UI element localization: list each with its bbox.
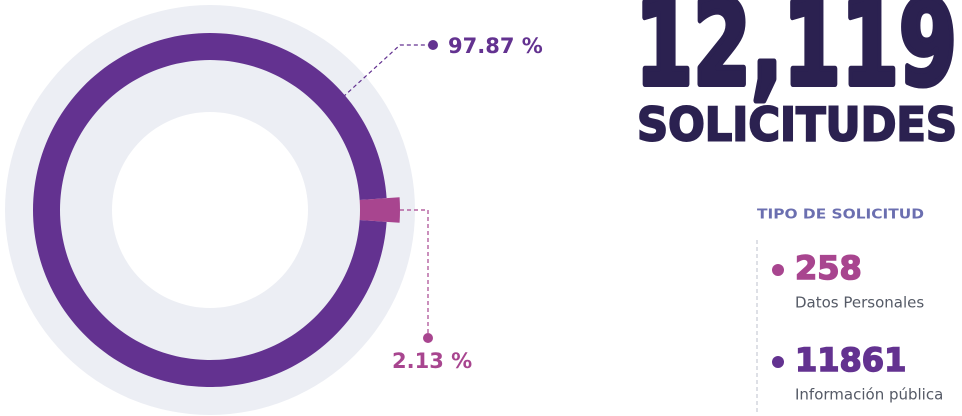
legend-label: Datos Personales (795, 294, 924, 312)
total: 12,119 (635, 0, 957, 112)
legend-label: Información pública (795, 386, 943, 404)
leader-line (342, 44, 432, 98)
legend-dot (772, 264, 784, 276)
legend: 258 Datos Personales 11861 Información públ… (772, 248, 943, 404)
leader-dot (428, 40, 438, 50)
leader-dot (423, 333, 433, 343)
legend-dot (772, 356, 784, 368)
legend-count: 11861 (795, 341, 906, 379)
total-unit: SOLICITUDES (637, 98, 957, 152)
donut-segments (33, 33, 400, 388)
donut-segment (359, 197, 400, 223)
leader-line (400, 209, 429, 337)
data-label: 97.87 % (448, 34, 543, 58)
legend-count: 258 (795, 249, 862, 287)
donut-hole (112, 112, 308, 308)
legend-title: TIPO DE SOLICITUD (757, 208, 924, 223)
data-label: 2.13 % (392, 349, 472, 373)
